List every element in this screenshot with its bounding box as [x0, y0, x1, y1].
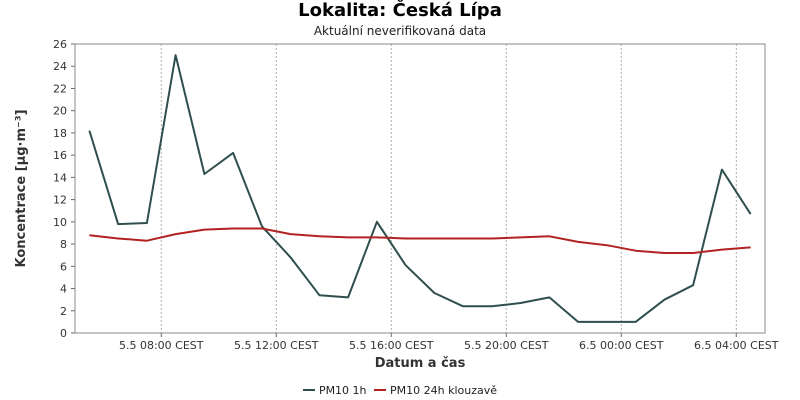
y-tick-label: 10 [53, 216, 67, 229]
y-tick-label: 16 [53, 149, 67, 162]
chart-subtitle: Aktuální neverifikovaná data [313, 24, 487, 38]
x-tick-label: 6.5 00:00 CEST [579, 339, 664, 352]
x-tick-label: 6.5 04:00 CEST [694, 339, 779, 352]
series-line-pm10-24h [89, 227, 751, 254]
legend-swatch-pm10-24h [374, 389, 387, 391]
y-tick-label: 14 [53, 171, 67, 184]
legend-label-pm10-1h: PM10 1h [318, 383, 367, 397]
series-line-pm10-1h [88, 54, 752, 323]
y-tick-label: 22 [53, 82, 67, 95]
x-axis-label: Datum a čas [375, 356, 466, 371]
legend: PM10 1h PM10 24h klouzavě [0, 381, 800, 397]
x-tick-label: 5.5 20:00 CEST [464, 339, 549, 352]
plot-area [75, 44, 765, 333]
y-tick-label: 6 [60, 260, 67, 273]
y-tick-label: 24 [53, 60, 67, 73]
y-tick-label: 4 [60, 283, 67, 296]
legend-item-pm10-24h: PM10 24h klouzavě [374, 384, 497, 397]
x-tick-label: 5.5 16:00 CEST [349, 339, 434, 352]
plot-frame [74, 43, 766, 334]
y-tick-label: 0 [60, 327, 67, 340]
x-tick-label: 5.5 08:00 CEST [119, 339, 204, 352]
x-tick-label: 5.5 12:00 CEST [234, 339, 319, 352]
y-tick-label: 2 [60, 305, 67, 318]
y-tick-label: 8 [60, 238, 67, 251]
y-tick-label: 20 [53, 105, 67, 118]
chart-title: Lokalita: Česká Lípa [298, 0, 502, 21]
y-axis-label: Koncentrace [µg·m⁻³] [14, 109, 29, 267]
legend-swatch-pm10-1h [302, 389, 315, 391]
legend-label-pm10-24h: PM10 24h klouzavě [390, 383, 498, 397]
legend-item-pm10-1h: PM10 1h [302, 383, 367, 397]
y-tick-label: 12 [53, 194, 67, 207]
y-tick-label: 18 [53, 127, 67, 140]
y-tick-label: 26 [53, 38, 67, 51]
